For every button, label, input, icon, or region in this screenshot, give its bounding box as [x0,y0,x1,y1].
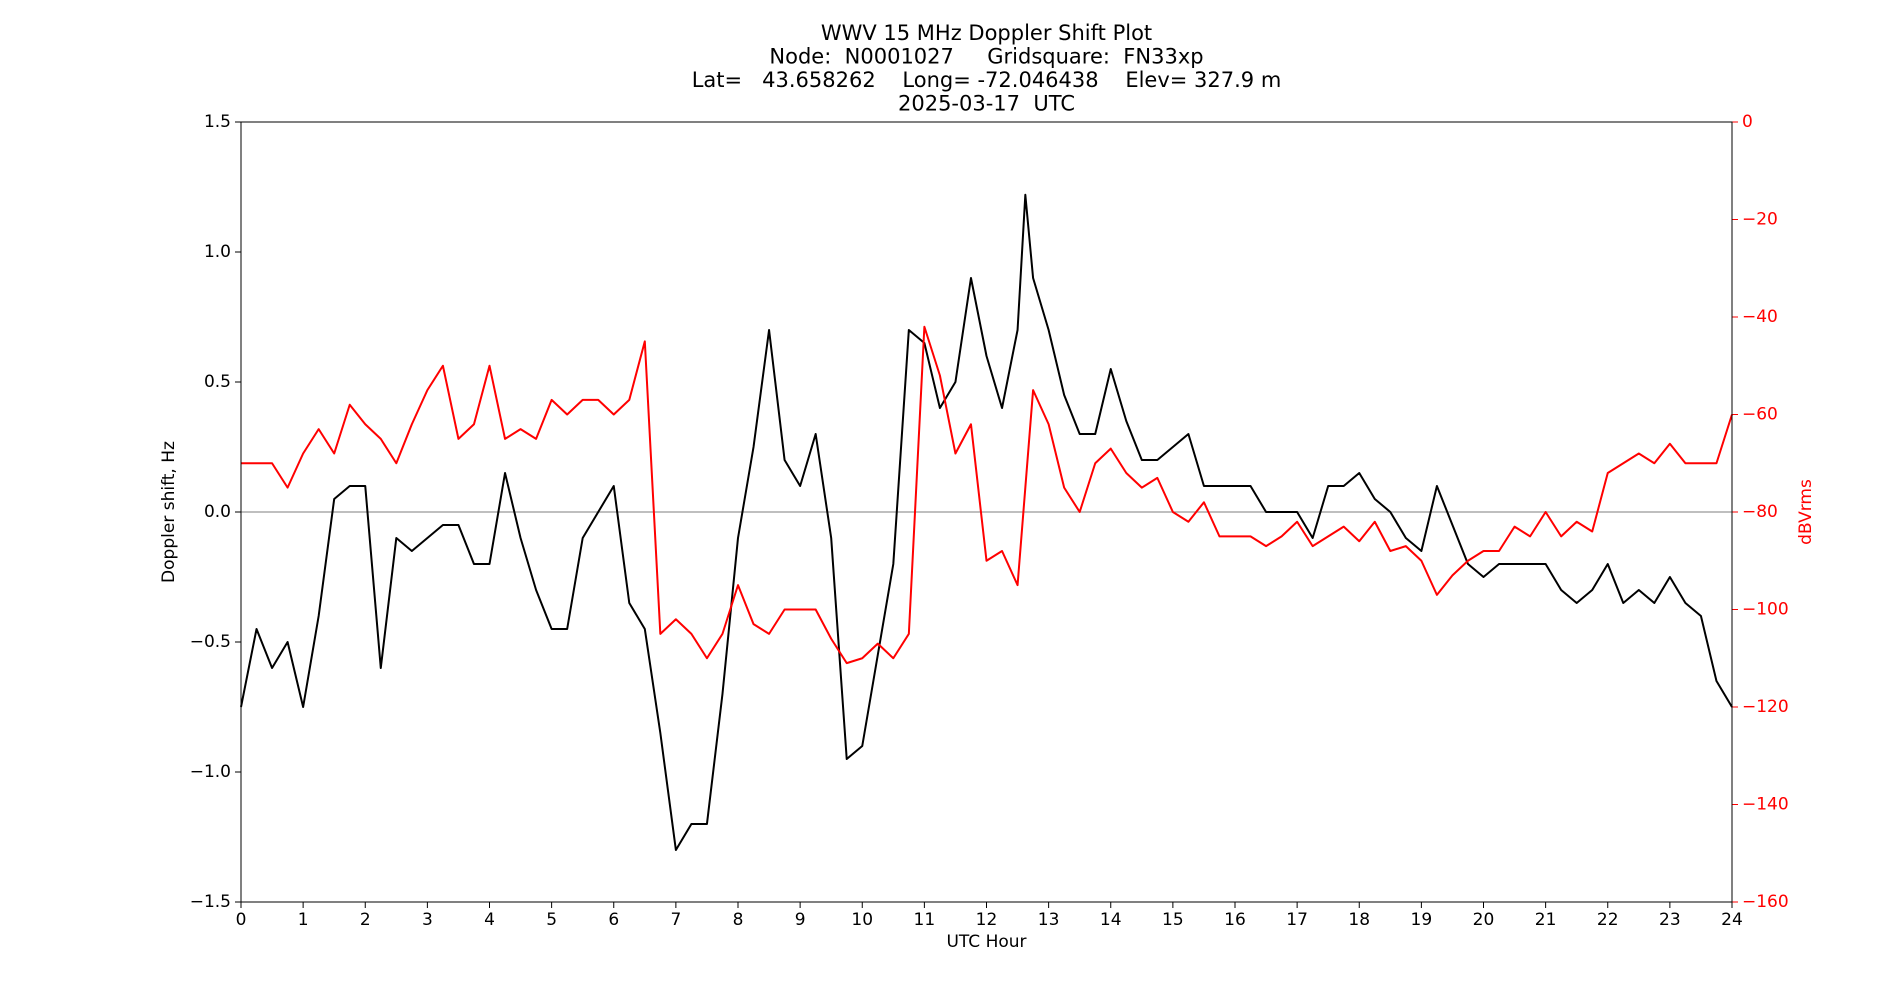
y-tick-label: 0.0 [204,502,231,522]
x-tick-label: 22 [1597,910,1619,930]
y2-tick-label: −100 [1742,600,1789,620]
chart-title: 2025-03-17 UTC [898,92,1075,116]
x-tick-label: 14 [1100,910,1122,930]
x-tick-label: 19 [1411,910,1433,930]
y-axis-label: Doppler shift, Hz [159,441,179,583]
y2-tick-label: −140 [1742,795,1789,815]
x-tick-label: 18 [1348,910,1370,930]
x-tick-label: 2 [360,910,371,930]
y-tick-label: −1.5 [190,892,231,912]
y-tick-label: 1.0 [204,242,231,262]
y2-tick-label: −120 [1742,697,1789,717]
y2-axis-label: dBVrms [1796,479,1816,545]
x-tick-label: 13 [1038,910,1060,930]
x-tick-label: 17 [1286,910,1308,930]
x-tick-label: 9 [795,910,806,930]
y2-tick-label: −20 [1742,210,1778,230]
x-tick-label: 5 [546,910,557,930]
y-tick-label: −1.0 [190,762,231,782]
x-tick-label: 20 [1473,910,1495,930]
x-tick-label: 24 [1721,910,1743,930]
x-tick-label: 0 [236,910,247,930]
x-tick-label: 3 [422,910,433,930]
data-line [241,325,1733,665]
chart-title: Lat= 43.658262 Long= -72.046438 Elev= 32… [692,68,1282,92]
chart-title: Node: N0001027 Gridsquare: FN33xp [769,45,1203,69]
chart-title: WWV 15 MHz Doppler Shift Plot [821,21,1152,45]
x-tick-label: 6 [608,910,619,930]
x-tick-label: 16 [1224,910,1246,930]
y2-tick-label: −60 [1742,405,1778,425]
x-tick-label: 11 [914,910,936,930]
x-tick-label: 21 [1535,910,1557,930]
y-tick-label: 1.5 [204,112,231,132]
y2-tick-label: −160 [1742,892,1789,912]
plot-frame [240,121,1733,903]
x-tick-label: 15 [1162,910,1184,930]
data-line [240,193,1733,851]
x-axis-label: UTC Hour [946,932,1026,952]
x-tick-label: 12 [976,910,998,930]
x-tick-label: 1 [298,910,309,930]
y2-tick-label: −40 [1742,307,1778,327]
x-tick-label: 23 [1659,910,1681,930]
y-tick-label: −0.5 [190,632,231,652]
y2-tick-label: 0 [1742,112,1753,132]
x-tick-label: 10 [851,910,873,930]
y2-tick-label: −80 [1742,502,1778,522]
x-tick-label: 8 [733,910,744,930]
x-tick-label: 4 [484,910,495,930]
x-tick-label: 7 [670,910,681,930]
y-tick-label: 0.5 [204,372,231,392]
